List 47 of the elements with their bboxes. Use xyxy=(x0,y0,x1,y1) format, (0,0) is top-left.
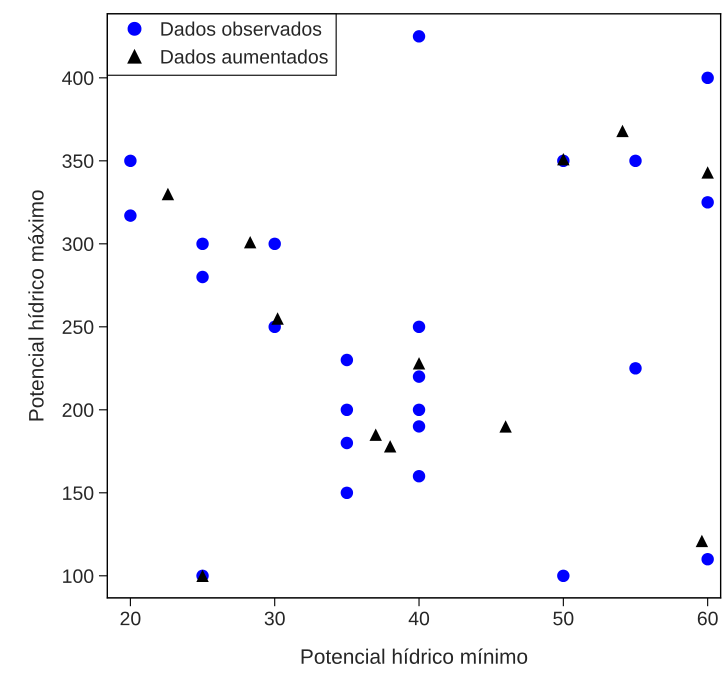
point xyxy=(616,124,629,138)
point xyxy=(629,362,642,375)
point xyxy=(162,188,174,200)
point xyxy=(412,420,426,433)
point xyxy=(701,72,714,84)
point xyxy=(370,428,382,441)
y-tick-label: 350 xyxy=(62,154,94,168)
point xyxy=(412,30,426,43)
x-tick-label: 20 xyxy=(120,612,140,626)
y-tick-label: 400 xyxy=(62,71,94,86)
point xyxy=(384,440,396,453)
point xyxy=(701,552,714,566)
y-tick-label: 100 xyxy=(63,569,94,584)
x-tick-label: 40 xyxy=(408,612,430,626)
point xyxy=(701,166,714,179)
point xyxy=(629,154,642,168)
legend-label: Dados observados xyxy=(161,22,322,36)
y-tick-label: 250 xyxy=(62,320,94,334)
point xyxy=(412,404,426,416)
x-tick-label: 60 xyxy=(698,612,718,626)
point xyxy=(124,154,137,168)
point xyxy=(196,238,209,250)
point xyxy=(412,357,426,370)
point xyxy=(557,570,570,582)
point xyxy=(696,534,708,548)
point xyxy=(340,404,354,416)
point xyxy=(244,236,256,248)
point xyxy=(701,196,714,209)
point xyxy=(340,436,354,450)
point xyxy=(196,270,209,284)
point xyxy=(340,486,354,500)
point xyxy=(412,370,426,383)
y-tick-label: 150 xyxy=(63,486,94,500)
x-tick-label: 50 xyxy=(553,612,574,626)
y-tick-label: 300 xyxy=(62,237,94,252)
y-axis-title: Potencial hídrico máximo xyxy=(28,190,44,420)
point xyxy=(340,354,354,366)
legend-label: Dados aumentados xyxy=(161,49,328,64)
point xyxy=(268,238,281,250)
y-tick-label: 200 xyxy=(62,403,94,418)
x-axis-title: Potencial hídrico mínimo xyxy=(302,648,528,664)
x-tick-label: 30 xyxy=(264,612,285,626)
point xyxy=(499,420,512,433)
point xyxy=(412,320,426,334)
point xyxy=(124,209,137,222)
point xyxy=(412,470,426,482)
point xyxy=(271,312,284,325)
